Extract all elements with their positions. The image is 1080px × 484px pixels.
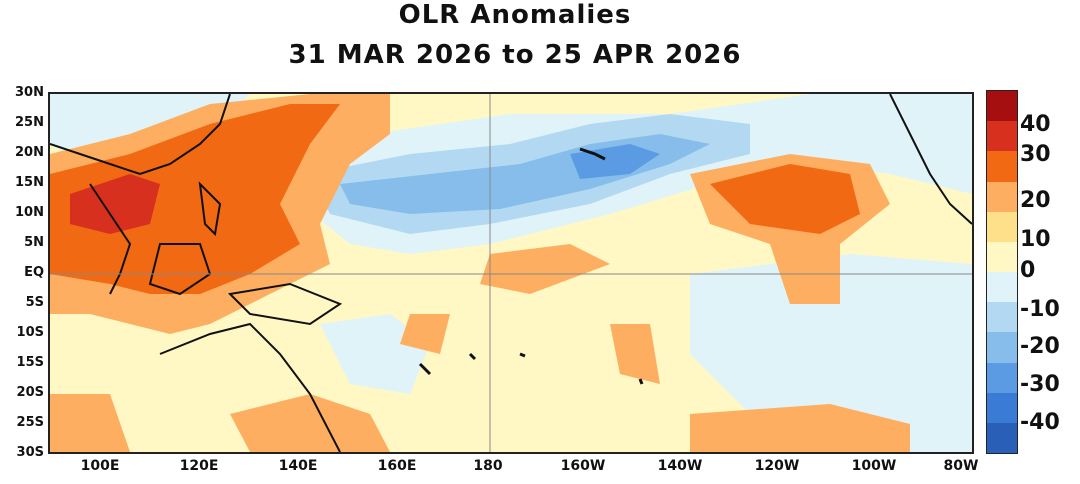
anomaly-neg10-region	[320, 314, 430, 394]
lon-label-140w: 140W	[657, 458, 703, 474]
anomaly-pos10-region	[690, 404, 910, 452]
anomaly-pos10-region	[400, 314, 450, 354]
colorbar-label-neg40: -40	[1020, 410, 1060, 435]
anomaly-pos10-region	[610, 324, 660, 384]
lon-label-120w: 120W	[754, 458, 800, 474]
lat-label-5n: 5N	[24, 235, 44, 250]
lon-label-120e: 120E	[179, 458, 219, 474]
lat-label-10n: 10N	[15, 205, 44, 220]
lon-label-160e: 160E	[377, 458, 417, 474]
colorbar-label-40: 40	[1020, 112, 1051, 137]
colorbar-label-neg10: -10	[1020, 297, 1060, 322]
lon-label-80w: 80W	[943, 458, 979, 474]
lat-label-30s: 30S	[16, 445, 44, 460]
colorbar-label-20: 20	[1020, 188, 1051, 213]
anomaly-pos10-region	[50, 394, 130, 452]
colorbar-segment	[987, 272, 1017, 303]
lon-label-100w: 100W	[851, 458, 897, 474]
asia-coastline	[50, 94, 231, 176]
pacific-islands	[418, 352, 644, 385]
lat-label-15n: 15N	[15, 175, 44, 190]
map-canvas	[50, 94, 972, 452]
australia-coastline	[159, 322, 341, 452]
colorbar-label-30: 30	[1020, 142, 1051, 167]
colorbar-segment	[987, 332, 1017, 363]
lat-label-5s: 5S	[25, 295, 44, 310]
anomaly-pos10-region	[230, 394, 390, 452]
colorbar-segment	[987, 211, 1017, 243]
lat-label-15s: 15S	[16, 355, 44, 370]
map-date-range: 31 MAR 2026 to 25 APR 2026	[288, 40, 742, 70]
hawaii-islands	[579, 147, 606, 161]
anomaly-pos20-region	[50, 104, 340, 294]
colorbar-segment	[987, 121, 1017, 152]
lon-label-140e: 140E	[278, 458, 318, 474]
anomaly-pos20-region	[710, 164, 860, 234]
philippines-coastline	[198, 181, 222, 237]
lon-label-180: 180	[473, 458, 503, 474]
lat-label-20n: 20N	[15, 145, 44, 160]
colorbar-segment	[987, 392, 1017, 424]
lat-label-25n: 25N	[15, 115, 44, 130]
colorbar-label-neg30: -30	[1020, 372, 1060, 397]
colorbar-label-10: 10	[1020, 227, 1051, 252]
olr-anomaly-map	[48, 92, 974, 454]
colorbar-segment	[987, 91, 1017, 122]
lon-label-160w: 160W	[560, 458, 606, 474]
anomaly-pos10-region	[480, 244, 610, 294]
lon-label-100e: 100E	[80, 458, 120, 474]
lat-label-25s: 25S	[16, 415, 44, 430]
colorbar-segment	[987, 181, 1017, 213]
borneo-coastline	[148, 243, 212, 296]
colorbar	[986, 90, 1018, 454]
americas-coastline	[889, 94, 972, 225]
anomaly-neg10-region	[690, 254, 972, 452]
colorbar-segment	[987, 241, 1017, 273]
map-title: OLR Anomalies	[398, 0, 632, 30]
colorbar-label-neg20: -20	[1020, 334, 1060, 359]
colorbar-segment	[987, 362, 1017, 394]
colorbar-segment	[987, 151, 1017, 182]
colorbar-segment	[987, 422, 1017, 454]
lat-label-30n: 30N	[15, 85, 44, 100]
indochina-coastline	[89, 183, 132, 295]
new-guinea-coastline	[227, 282, 343, 326]
lat-label-10s: 10S	[16, 325, 44, 340]
lat-label-eq: EQ	[24, 265, 44, 280]
lat-label-20s: 20S	[16, 385, 44, 400]
colorbar-label-0: 0	[1020, 258, 1036, 283]
colorbar-segment	[987, 302, 1017, 333]
